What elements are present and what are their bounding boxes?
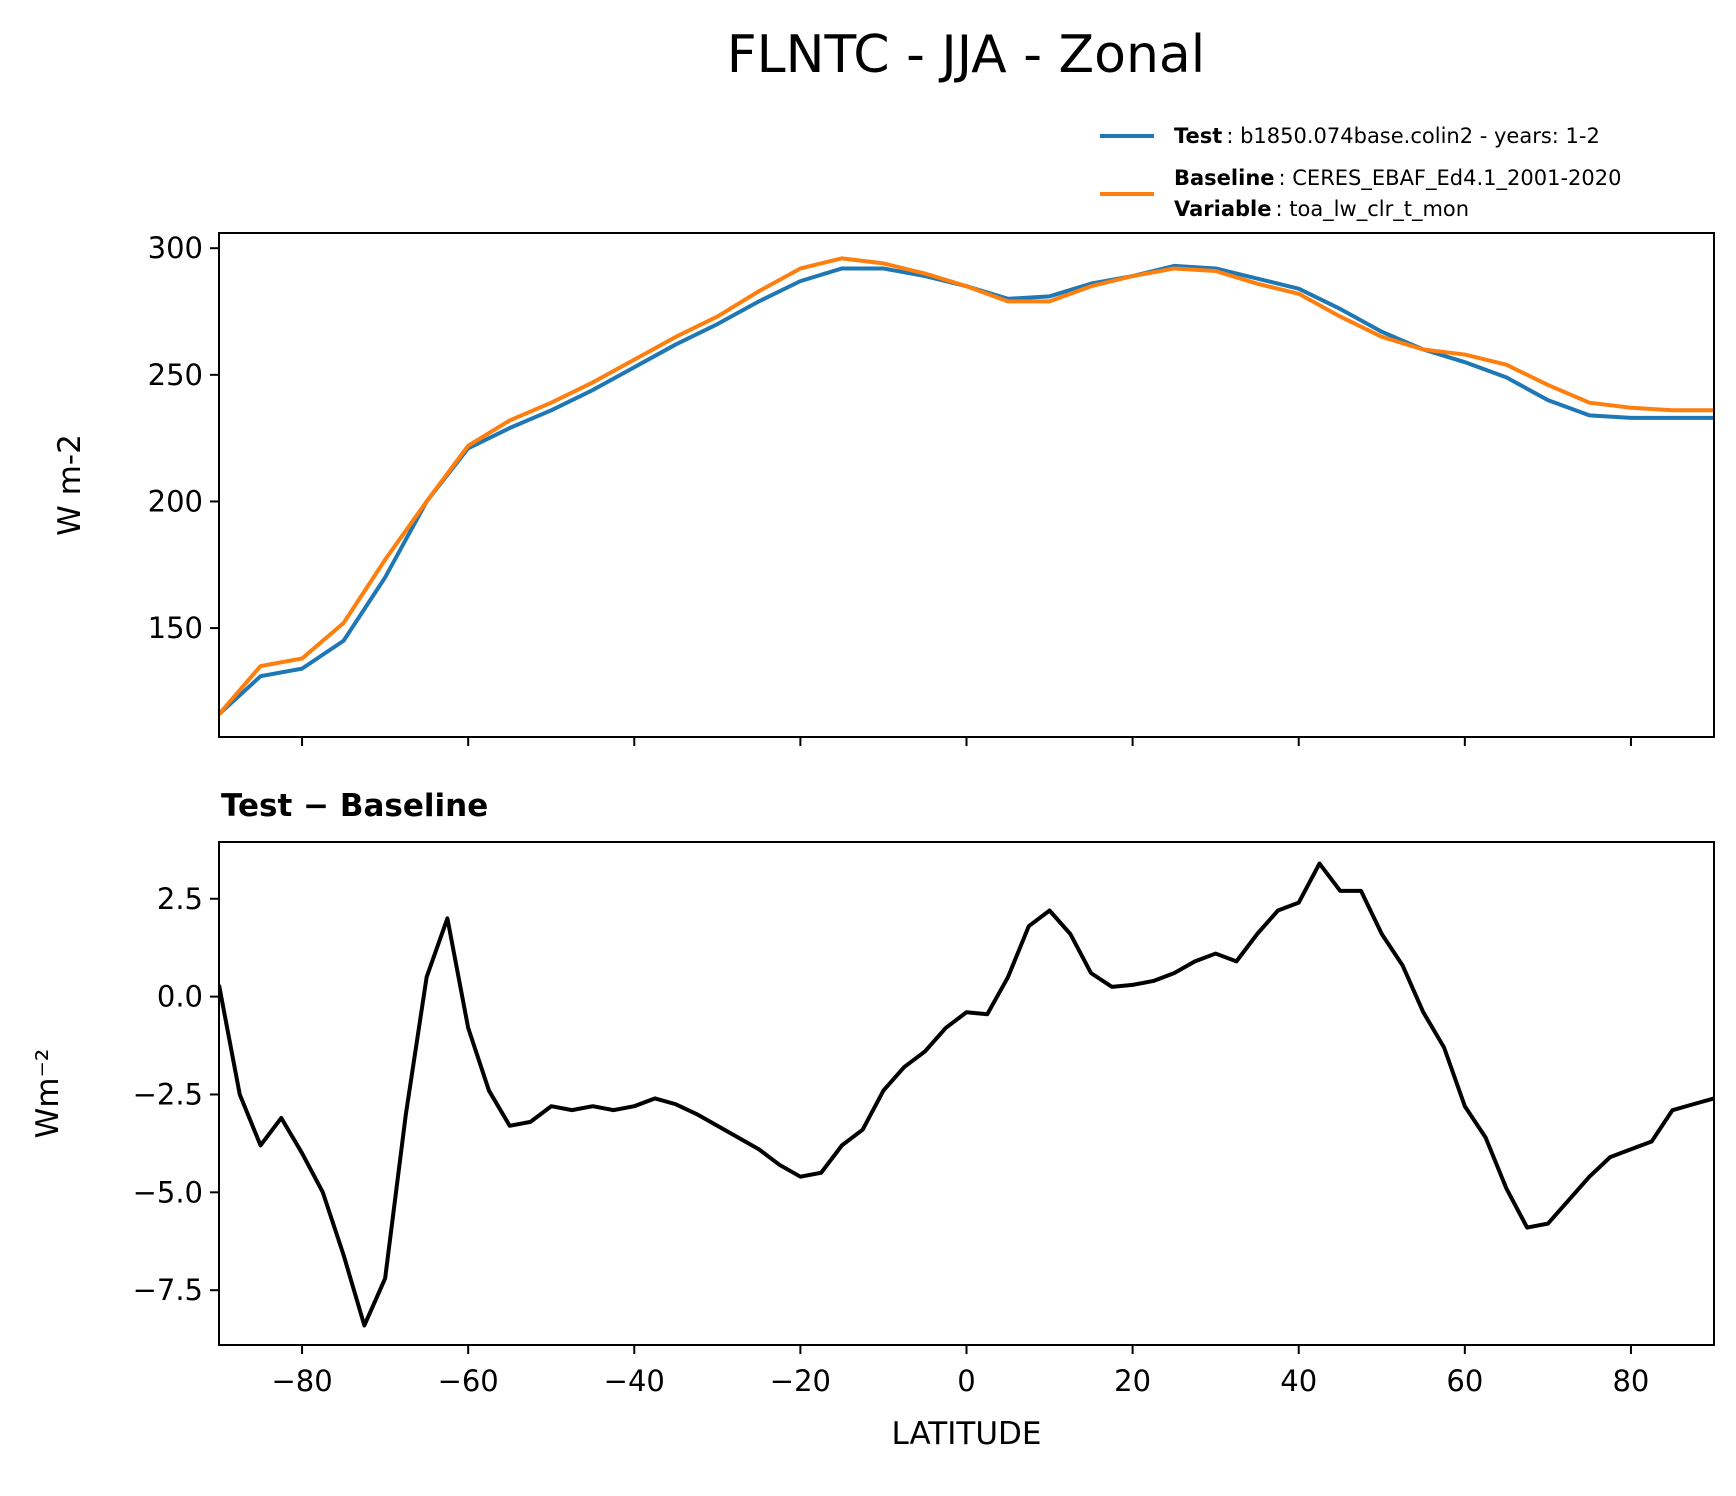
- legend-name: Test: [1174, 124, 1222, 148]
- legend-entry: Baseline: CERES_EBAF_Ed4.1_2001-2020: [1174, 166, 1621, 191]
- y-tick-label: −2.5: [133, 1077, 203, 1111]
- legend-variable-label: Variable: [1174, 197, 1271, 221]
- data-line: [219, 861, 1714, 1328]
- legend-description: : CERES_EBAF_Ed4.1_2001-2020: [1279, 166, 1622, 191]
- legend-description: : b1850.074base.colin2 - years: 1-2: [1226, 124, 1600, 148]
- y-tick-label: −5.0: [133, 1175, 203, 1209]
- panel-title: Test − Baseline: [221, 788, 488, 824]
- x-tick-label: 20: [1114, 1364, 1151, 1398]
- y-axis-label: Wm⁻²: [30, 1049, 66, 1139]
- legend-entry: Test: b1850.074base.colin2 - years: 1-2: [1174, 124, 1600, 148]
- x-tick-label: −80: [271, 1364, 332, 1398]
- y-tick-label: 150: [148, 611, 203, 645]
- y-tick-label: 250: [148, 358, 203, 392]
- y-axis-label: W m-2: [52, 434, 88, 536]
- x-axis-label: LATITUDE: [892, 1416, 1042, 1452]
- legend-name: Baseline: [1174, 166, 1275, 190]
- x-tick-label: −20: [770, 1364, 831, 1398]
- data-line: [219, 256, 1714, 716]
- axes-frame: [218, 232, 1715, 738]
- y-tick-label: −7.5: [133, 1273, 203, 1307]
- y-tick-label: 200: [148, 484, 203, 518]
- x-tick-label: 80: [1612, 1364, 1649, 1398]
- legend-variable-value: : toa_lw_clr_t_mon: [1275, 197, 1469, 222]
- y-tick-label: 300: [148, 231, 203, 265]
- x-tick-label: 0: [957, 1364, 975, 1398]
- x-tick-label: −60: [438, 1364, 499, 1398]
- axes-frame: [218, 841, 1715, 1346]
- data-line: [219, 263, 1714, 716]
- y-tick-label: 2.5: [157, 882, 203, 916]
- x-tick-label: 60: [1446, 1364, 1483, 1398]
- legend-variable: Variable: toa_lw_clr_t_mon: [1174, 197, 1469, 222]
- x-tick-label: −40: [604, 1364, 665, 1398]
- x-tick-label: 40: [1280, 1364, 1317, 1398]
- y-tick-label: 0.0: [157, 980, 203, 1014]
- figure-title: FLNTC - JJA - Zonal: [727, 25, 1206, 85]
